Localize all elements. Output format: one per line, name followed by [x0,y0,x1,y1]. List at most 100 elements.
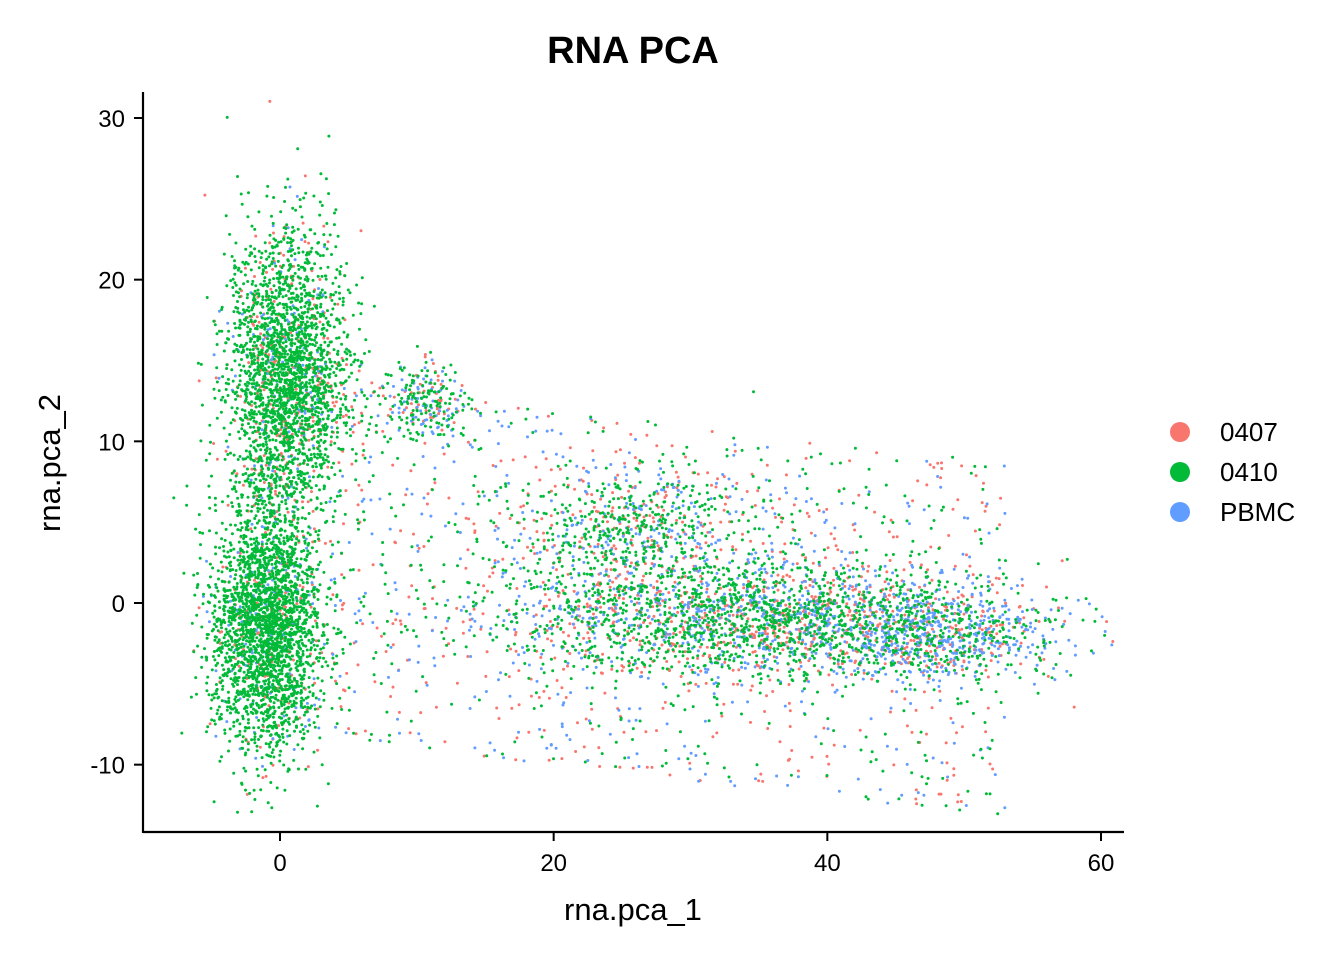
data-point [312,362,316,366]
data-point [272,357,276,361]
data-point [959,686,963,690]
data-point [310,246,314,250]
data-point [423,366,427,370]
data-point [788,575,792,579]
data-point [333,404,337,408]
data-point [783,542,787,546]
data-point [231,379,235,383]
data-point [238,374,242,378]
data-point [229,478,232,482]
data-point [810,595,814,598]
data-point [1003,511,1007,515]
data-point [887,621,891,625]
data-point [316,434,320,438]
data-point [703,719,707,723]
data-point [633,456,637,460]
data-point [476,490,480,494]
data-point [1067,638,1071,642]
data-point [294,378,298,382]
data-point [494,524,498,528]
data-point [425,502,429,506]
data-point [277,724,281,728]
data-point [537,632,540,636]
data-point [865,646,869,650]
data-point [326,336,330,340]
data-point [266,508,269,512]
data-point [640,675,644,678]
data-point [491,571,495,575]
data-point [580,656,583,660]
data-point [570,615,574,619]
data-point [931,678,935,682]
data-point [527,663,531,667]
data-point [241,302,245,305]
data-point [318,254,322,258]
data-point [398,619,402,623]
data-point [250,392,254,396]
data-point [441,446,445,450]
data-point [555,625,559,629]
data-point [238,437,242,440]
data-point [267,461,271,465]
data-point [701,637,705,641]
data-point [1018,617,1022,621]
data-point [261,316,264,320]
data-point [299,596,303,600]
data-point [747,561,751,564]
data-point [512,557,516,561]
data-point [910,647,914,651]
data-point [287,289,291,293]
data-point [798,474,802,478]
data-point [584,649,588,653]
data-point [922,793,926,797]
data-point [716,641,720,645]
data-point [468,628,471,632]
data-point [873,631,877,635]
data-point [686,603,690,607]
data-point [307,307,311,311]
data-point [335,395,339,399]
data-point [443,524,447,528]
data-point [335,435,339,439]
data-point [214,669,218,673]
data-point [350,405,354,409]
data-point [980,614,984,618]
data-point [791,578,795,582]
data-point [703,608,707,612]
data-point [770,555,774,559]
data-point [643,562,647,566]
data-point [508,517,512,520]
data-point [757,779,761,783]
data-point [829,646,833,649]
data-point [555,581,559,585]
data-point [829,590,833,594]
data-point [728,561,732,565]
data-point [304,423,308,427]
data-point [253,289,257,293]
data-point [560,725,564,729]
data-point [321,456,325,460]
data-point [919,563,923,567]
data-point [263,695,267,699]
data-point [843,745,847,748]
data-point [295,602,299,606]
data-point [1009,587,1013,590]
data-point [288,185,292,189]
data-point [862,599,866,603]
data-point [303,478,307,481]
data-point [294,287,298,291]
data-point [511,458,515,462]
data-point [398,731,401,735]
data-point [592,505,596,509]
data-point [400,388,404,392]
data-point [408,731,412,735]
data-point [638,532,642,536]
data-point [832,583,836,587]
data-point [528,536,532,540]
data-point [232,310,236,314]
data-point [761,506,765,510]
data-point [708,521,712,525]
data-point [511,661,515,665]
data-point [1060,559,1064,563]
data-point [430,430,434,434]
